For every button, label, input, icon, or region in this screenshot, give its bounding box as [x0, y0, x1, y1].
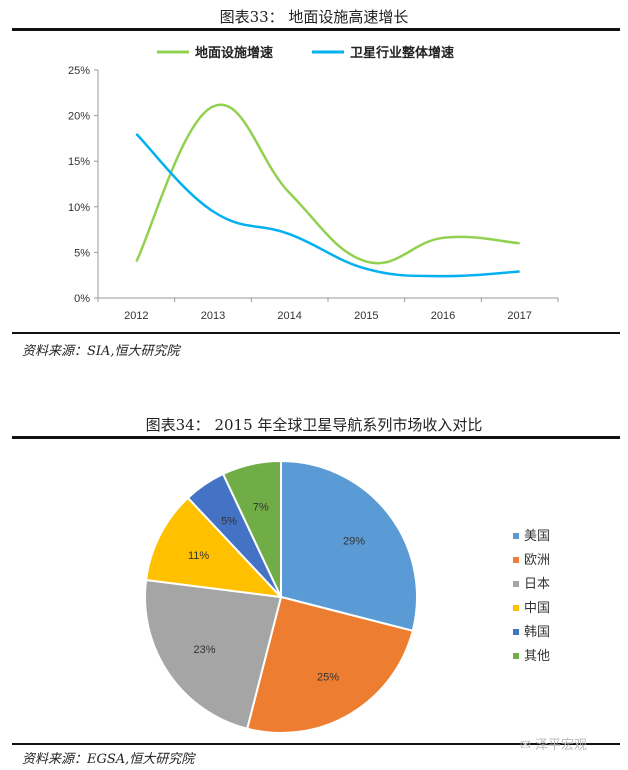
wechat-icon: ✉	[520, 738, 536, 753]
pie-legend-label-2: 欧洲	[524, 553, 550, 568]
pie-legend-label-5: 韩国	[524, 625, 550, 640]
pie-legend-swatch-2	[513, 557, 519, 563]
pie-data-label-3: 23%	[193, 644, 215, 656]
y-tick-label: 10%	[68, 202, 90, 214]
chart1-top-rule	[12, 28, 620, 31]
y-tick-label: 20%	[68, 111, 90, 123]
series-line-2	[135, 132, 520, 278]
pie-data-label-2: 25%	[317, 672, 339, 684]
pie-data-label-5: 5%	[221, 516, 237, 528]
pie-legend-label-4: 中国	[524, 601, 550, 616]
pie-slice-6	[221, 459, 282, 598]
x-tick-label: 2017	[507, 310, 531, 322]
x-tick-label: 2015	[354, 310, 378, 322]
legend-label-2: 卫星行业整体增速	[350, 45, 454, 61]
y-tick-label: 5%	[74, 247, 90, 259]
y-tick-label: 15%	[68, 156, 90, 168]
pie-legend-label-3: 日本	[524, 577, 550, 592]
pie-legend-swatch-4	[513, 605, 519, 611]
chart1-bottom-rule	[12, 332, 620, 334]
line-chart: 0% 5% 10% 15% 20% 25% 2012 2013 2014 2015 2016 2017…	[68, 45, 559, 322]
pie-data-label-4: 11%	[188, 550, 209, 562]
pie-legend-swatch-6	[513, 653, 519, 659]
pie-legend-label-6: 其他	[524, 649, 550, 664]
pie-slice-2	[245, 595, 414, 734]
x-tick-label: 2013	[201, 310, 225, 322]
chart2-title: 图表34： 2015 年全球卫星导航系列市场收入对比	[145, 416, 483, 434]
chart2-top-rule	[12, 436, 620, 439]
y-tick-label: 0%	[74, 293, 90, 305]
pie-legend-swatch-5	[513, 629, 519, 635]
pie-legend-swatch-1	[513, 533, 519, 539]
chart1-source: 资料来源：SIA,恒大研究院	[22, 344, 180, 359]
pie-data-label-6: 7%	[253, 502, 269, 514]
x-tick-label: 2012	[124, 310, 148, 322]
pie-data-label-1: 29%	[343, 535, 365, 547]
chart1-title: 图表33： 地面设施高速增长	[219, 8, 409, 26]
y-tick-label: 25%	[68, 65, 90, 77]
x-tick-label: 2014	[277, 310, 301, 322]
chart2-bottom-rule	[12, 743, 620, 745]
pie-slice-3	[144, 578, 283, 730]
watermark: ✉ 泽平宏观	[520, 734, 587, 753]
series-line-1	[135, 103, 520, 265]
pie-slice-4	[144, 496, 284, 599]
legend-label-1: 地面设施增速	[195, 45, 273, 61]
pie-legend-swatch-3	[513, 581, 519, 587]
pie-slice-1	[280, 459, 418, 633]
watermark-text: 泽平宏观	[535, 738, 588, 753]
x-tick-label: 2016	[431, 310, 455, 322]
pie-legend-label-1: 美国	[524, 529, 550, 544]
chart2-source: 资料来源：EGSA,恒大研究院	[22, 752, 195, 767]
